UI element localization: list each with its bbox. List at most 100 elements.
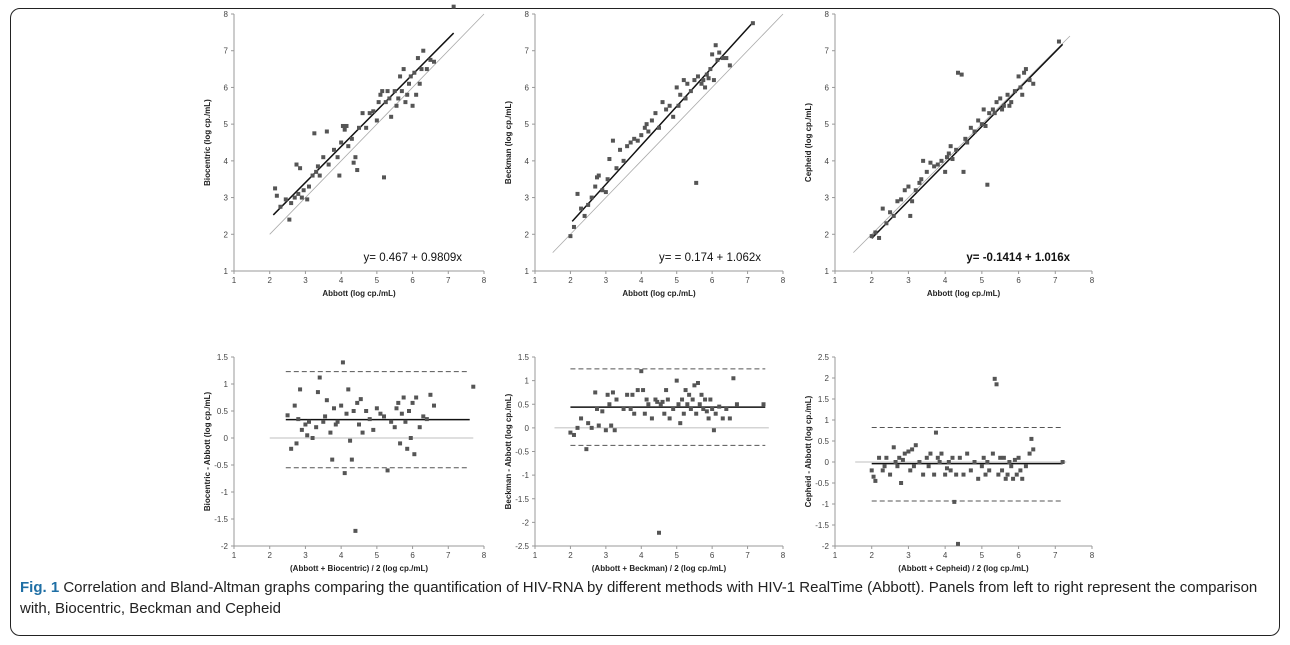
chart-3-data-point [895, 199, 900, 204]
chart-2-data-point [717, 50, 722, 55]
chart-2-data-point [618, 147, 623, 152]
chart-2-data-point [664, 107, 669, 112]
chart-6-data-point [873, 478, 878, 483]
chart-1-data-point [346, 144, 351, 149]
chart-1-data-point [315, 164, 320, 169]
chart-4-data-point [360, 430, 365, 435]
chart-4-data-point [299, 427, 304, 432]
chart-2-data-point [699, 81, 704, 86]
chart-3-data-point [1022, 70, 1027, 75]
chart-1-data-point [432, 59, 436, 64]
chart-3-data-point [961, 169, 966, 174]
chart-5-data-point [653, 397, 658, 402]
chart-3-data-point [939, 158, 944, 163]
chart-1-data-point [292, 195, 297, 200]
chart-6-data-point [1014, 472, 1019, 477]
chart-1-data-point [367, 111, 372, 116]
chart-6-data-point [939, 451, 944, 456]
chart-5-data-point [683, 388, 688, 393]
chart-4-data-point [303, 422, 308, 427]
chart-5-data-point [568, 430, 573, 435]
chart-6-data-point [884, 455, 889, 460]
chart-6-y-tick-label: 0 [825, 458, 830, 467]
chart-5-data-point [586, 421, 591, 426]
chart-4-data-point [392, 425, 397, 430]
chart-1-y-axis-label: Biocentric (log cp./mL) [203, 99, 212, 186]
chart-4-data-point [394, 406, 399, 411]
chart-3-data-point [950, 157, 955, 162]
chart-1-x-tick-label: 5 [375, 276, 380, 285]
chart-2-data-point [586, 202, 591, 207]
chart-3-y-tick-label: 6 [825, 83, 830, 92]
chart-1-data-point [401, 67, 406, 72]
chart-4-data-point [364, 409, 369, 413]
chart-1-data-point [283, 197, 288, 202]
chart-2-equation-label: y= = 0.174 + 1.062x [659, 252, 761, 264]
chart-6-data-point [1023, 464, 1028, 469]
chart-1-data-point [324, 129, 329, 134]
chart-5-data-point [711, 428, 716, 433]
chart-1-x-tick-label: 8 [482, 276, 487, 285]
chart-3-y-tick-label: 4 [825, 157, 830, 166]
chart-2-x-tick-label: 8 [781, 276, 786, 285]
chart-3-data-point [1056, 39, 1061, 44]
chart-1-data-point [380, 89, 385, 94]
chart-1-data-point [310, 173, 315, 178]
chart-3-data-point [899, 197, 904, 202]
chart-3-data-point [884, 221, 889, 226]
chart-2-data-point [575, 191, 580, 196]
chart-5-y-tick-label: 0.5 [518, 400, 530, 409]
chart-3-data-point [877, 235, 882, 240]
chart-1-data-point [392, 89, 397, 94]
chart-5-data-point [660, 399, 665, 404]
chart-2-data-point [660, 100, 665, 105]
chart-6-y-axis-label: Cepheid - Abbott (log cp./mL) [804, 395, 813, 507]
chart-6-data-point [944, 466, 949, 471]
chart-6-data-point [1005, 472, 1010, 477]
chart-5-x-tick-label: 6 [710, 551, 715, 560]
chart-1-data-point [326, 162, 331, 167]
chart-5-data-point [664, 388, 669, 393]
chart-6-y-tick-label: -1.5 [815, 521, 829, 530]
chart-1-data-point [278, 204, 283, 209]
chart-1-data-point [317, 173, 322, 178]
chart-1-data-point [307, 184, 311, 189]
chart-1-x-tick-label: 4 [339, 276, 344, 285]
chart-6-data-point [902, 451, 907, 456]
chart-1-data-point [412, 70, 417, 75]
chart-2-data-point [720, 56, 725, 61]
chart-6-data-point [913, 443, 918, 448]
chart-4-data-point [414, 395, 419, 400]
chart-5-data-point [708, 397, 713, 402]
chart-2-data-point [635, 138, 640, 143]
chart-2-data-point [674, 85, 679, 90]
chart-6-y-tick-label: -1 [822, 500, 830, 509]
chart-3-data-point [1009, 100, 1014, 105]
chart-4-data-point [305, 433, 310, 438]
chart-6-data-point [979, 464, 984, 469]
chart-4-data-point [371, 427, 376, 432]
chart-5-data-point [692, 383, 697, 388]
chart-1-data-point [360, 111, 365, 116]
chart-3-data-point [1031, 81, 1036, 86]
chart-3-data-point [990, 107, 995, 112]
chart-1-data-point [332, 147, 336, 152]
chart-5-data-point [665, 397, 670, 402]
chart-6-data-point [926, 464, 931, 469]
chart-6-data-point [1007, 460, 1012, 464]
chart-2-regression-line [571, 22, 754, 222]
chart-3-y-tick-label: 3 [825, 194, 830, 203]
chart-6-x-tick-label: 7 [1053, 551, 1058, 560]
chart-1-data-point [399, 89, 404, 94]
chart-4-data-point [407, 409, 411, 413]
chart-1-data-point [273, 186, 278, 191]
chart-6-x-tick-label: 8 [1090, 551, 1095, 560]
chart-3-equation-label: y= -0.1414 + 1.016x [966, 252, 1070, 264]
chart-4-data-point [315, 390, 320, 395]
chart-5-data-point [657, 530, 661, 535]
chart-2-data-point [657, 125, 661, 130]
chart-3-data-point [917, 180, 922, 185]
chart-4-data-point [314, 425, 319, 430]
chart-4-data-point [333, 422, 338, 427]
chart-6-x-tick-label: 5 [980, 551, 985, 560]
